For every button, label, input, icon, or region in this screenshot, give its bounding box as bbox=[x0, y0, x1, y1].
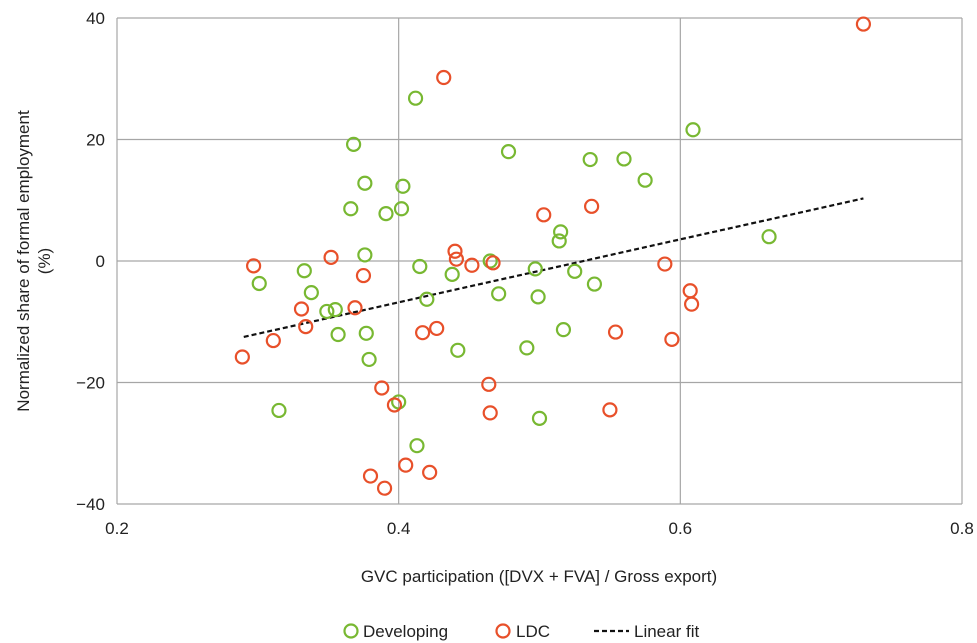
ldc-point bbox=[265, 332, 281, 349]
ldc-point bbox=[481, 376, 497, 392]
y-tick-label: −40 bbox=[76, 495, 105, 514]
developing-point bbox=[637, 172, 653, 188]
y-tick-label: 0 bbox=[96, 252, 105, 271]
ldc-point bbox=[362, 468, 379, 484]
ldc-point bbox=[246, 258, 262, 274]
legend-developing-marker bbox=[343, 623, 359, 639]
legend-ldc-label: LDC bbox=[516, 622, 550, 641]
ldc-point bbox=[536, 207, 552, 223]
developing-point bbox=[491, 286, 507, 302]
developing-point bbox=[586, 276, 603, 292]
ldc-point bbox=[448, 251, 465, 267]
x-tick-label: 0.4 bbox=[387, 519, 411, 538]
ldc-point bbox=[436, 69, 452, 86]
ldc-point bbox=[355, 267, 372, 284]
tick-labels: 0.2 0.4 0.6 0.8 −40 −20 0 20 40 bbox=[76, 9, 974, 538]
developing-point bbox=[685, 122, 701, 138]
ldc-point bbox=[855, 16, 872, 32]
developing-point bbox=[296, 263, 312, 279]
ldc-point bbox=[298, 319, 314, 335]
y-tick-label: −20 bbox=[76, 374, 105, 393]
developing-point bbox=[343, 201, 359, 217]
legend-fit-label: Linear fit bbox=[634, 622, 699, 641]
ldc-point bbox=[376, 480, 393, 496]
developing-point bbox=[346, 136, 362, 152]
ldc-point bbox=[386, 397, 403, 413]
developing-point bbox=[358, 325, 374, 341]
developing-point bbox=[409, 438, 425, 454]
y-tick-label: 40 bbox=[86, 9, 105, 28]
developing-point bbox=[531, 410, 548, 426]
developing-point bbox=[330, 326, 346, 343]
ldc-point bbox=[415, 325, 431, 341]
developing-point bbox=[393, 201, 410, 217]
ldc-point bbox=[323, 249, 339, 265]
developing-point bbox=[530, 289, 546, 305]
y-axis-title-line2: (%) bbox=[35, 248, 54, 274]
developing-point bbox=[761, 229, 777, 245]
ldc-point bbox=[447, 243, 463, 259]
fit-layer bbox=[243, 197, 864, 339]
ldc-point bbox=[482, 405, 498, 421]
x-tick-label: 0.8 bbox=[950, 519, 974, 538]
developing-point bbox=[357, 247, 373, 263]
linear-fit-line bbox=[243, 197, 864, 339]
developing-point bbox=[378, 206, 394, 222]
ldc-point bbox=[234, 349, 250, 365]
developing-point bbox=[303, 284, 319, 301]
developing-point bbox=[527, 261, 543, 277]
ldc-point bbox=[657, 256, 673, 272]
y-tick-label: 20 bbox=[86, 131, 105, 150]
ldc-point bbox=[398, 457, 414, 473]
x-tick-label: 0.2 bbox=[105, 519, 129, 538]
developing-point bbox=[407, 90, 424, 106]
data-points bbox=[234, 16, 872, 496]
ldc-point bbox=[485, 255, 501, 271]
developing-point bbox=[450, 342, 466, 358]
developing-point bbox=[553, 224, 569, 240]
developing-point bbox=[519, 340, 535, 356]
developing-point bbox=[616, 151, 632, 167]
gridlines bbox=[116, 17, 963, 505]
developing-point bbox=[555, 322, 572, 338]
ldc-point bbox=[293, 301, 310, 317]
ldc-point bbox=[607, 324, 624, 340]
developing-point bbox=[551, 233, 567, 249]
ldc-point bbox=[374, 380, 390, 396]
x-axis-title: GVC participation ([DVX + FVA] / Gross e… bbox=[361, 567, 717, 586]
developing-point bbox=[444, 266, 460, 282]
ldc-point bbox=[429, 320, 445, 337]
y-axis-title-line1: Normalized share of formal employment bbox=[14, 110, 33, 412]
legend-ldc-marker bbox=[495, 623, 511, 639]
ldc-point bbox=[683, 296, 700, 312]
ldc-point bbox=[347, 300, 363, 316]
legend: Developing LDC Linear fit bbox=[343, 622, 699, 641]
ldc-point bbox=[664, 331, 680, 347]
developing-point bbox=[500, 144, 517, 160]
developing-point bbox=[419, 291, 435, 307]
ldc-point bbox=[584, 198, 600, 214]
developing-point bbox=[361, 351, 377, 368]
developing-point bbox=[412, 258, 428, 275]
ldc-point bbox=[602, 402, 618, 418]
ldc-point bbox=[464, 257, 480, 273]
legend-developing-label: Developing bbox=[363, 622, 448, 641]
developing-point bbox=[395, 178, 411, 194]
developing-point bbox=[582, 151, 598, 168]
developing-point bbox=[357, 175, 373, 191]
developing-point bbox=[567, 263, 583, 279]
ldc-point bbox=[422, 464, 438, 481]
developing-point bbox=[319, 303, 335, 320]
x-tick-label: 0.6 bbox=[669, 519, 693, 538]
developing-point bbox=[271, 402, 287, 419]
developing-point bbox=[251, 275, 267, 292]
developing-point bbox=[327, 302, 343, 318]
